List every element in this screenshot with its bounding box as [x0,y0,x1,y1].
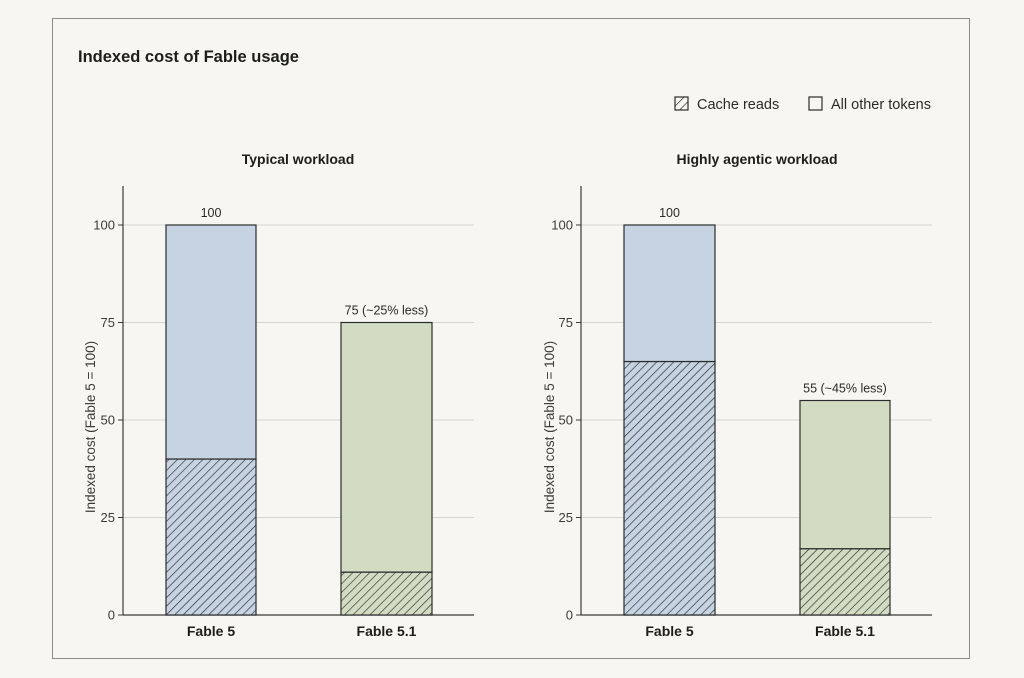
bar-total-label: 100 [201,206,222,220]
legend-label-other-tokens: All other tokens [831,97,931,113]
legend-label-cache-reads: Cache reads [697,97,779,113]
y-tick-label: 25 [559,510,573,525]
y-tick-label: 100 [93,218,115,233]
bar-total-label: 100 [659,206,680,220]
panel-subtitle: Typical workload [242,151,355,167]
legend-swatch-cache-reads [674,96,689,111]
bar-segment-cache-reads [340,571,433,616]
y-tick-label: 25 [101,510,115,525]
legend: Cache reads All other tokens [674,96,931,113]
y-tick-label: 100 [551,218,573,233]
panel-2: Highly agentic workload 0 25 50 75 100 Indexed… [542,151,932,639]
bar-segment-other-tokens [340,321,433,573]
bar-total-label: 55 (~45% less) [803,382,887,396]
bar-segment-cache-reads [799,548,891,616]
y-axis-title: Indexed cost (Fable 5 = 100) [542,341,557,513]
y-tick-label: 75 [101,315,115,330]
chart-panels: Typical workload 0 25 50 75 100 Indexed cost (… [83,151,932,639]
bar-segment-other-tokens [623,224,716,363]
bar-segment-cache-reads [165,458,257,616]
legend-swatch-other-tokens [808,96,823,111]
x-category-label: Fable 5.1 [815,623,875,639]
x-category-label: Fable 5.1 [357,623,417,639]
y-tick-label: 75 [559,315,573,330]
y-tick-label: 50 [101,413,115,428]
chart-title: Indexed cost of Fable usage [78,48,299,66]
y-tick-label: 50 [559,413,573,428]
panel-1: Typical workload 0 25 50 75 100 Indexed cost (… [83,151,474,639]
x-category-label: Fable 5 [645,623,693,639]
y-tick-label: 0 [566,608,573,623]
y-tick-label: 0 [108,608,115,623]
panel-subtitle: Highly agentic workload [676,151,837,167]
bar-total-label: 75 (~25% less) [345,304,429,318]
x-category-label: Fable 5 [187,623,235,639]
y-axis-title: Indexed cost (Fable 5 = 100) [83,341,98,513]
bar-segment-cache-reads [623,360,716,616]
bar-segment-other-tokens [799,399,891,550]
bar-segment-other-tokens [165,224,257,460]
